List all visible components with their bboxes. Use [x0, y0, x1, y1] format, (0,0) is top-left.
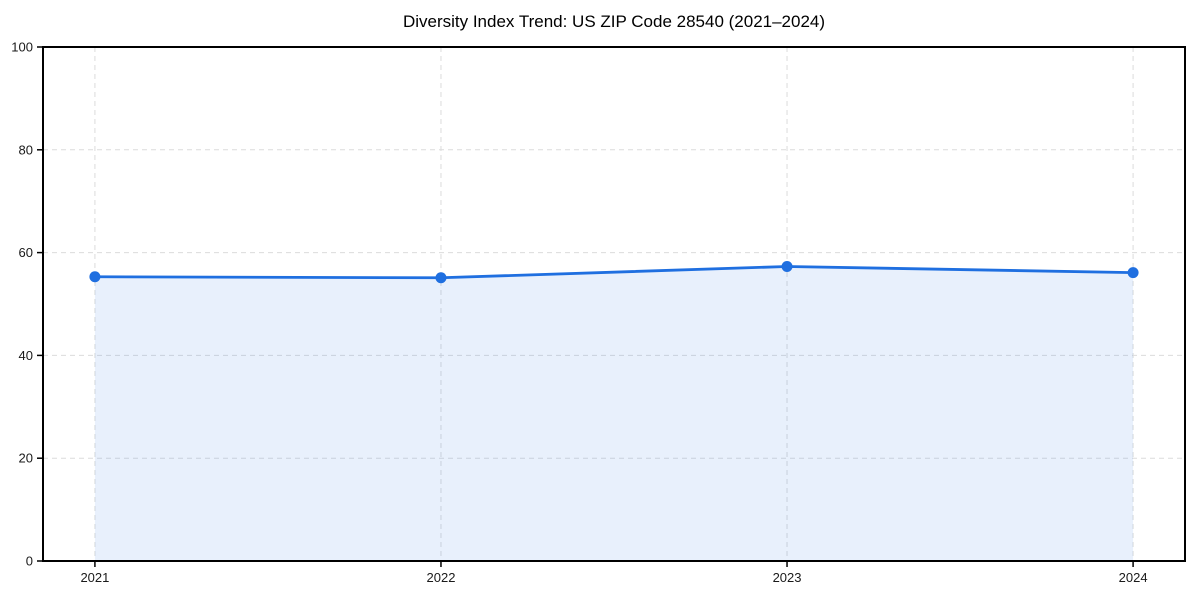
trend-line	[93, 265, 1135, 280]
data-point-2021	[89, 271, 101, 283]
y-tick-label: 0	[26, 554, 33, 569]
x-tick-label: 2022	[427, 570, 456, 585]
y-tick-label: 20	[19, 451, 33, 466]
y-tick-label: 80	[19, 142, 33, 157]
y-tick-label: 40	[19, 348, 33, 363]
area-fill	[94, 266, 1134, 561]
x-tick-label: 2023	[773, 570, 802, 585]
y-tick-label: 100	[11, 40, 33, 55]
y-tick-label: 60	[19, 245, 33, 260]
data-point-2024	[1127, 267, 1139, 279]
x-tick-label: 2021	[80, 570, 109, 585]
data-point-2023	[781, 260, 793, 272]
plot-border	[42, 46, 1186, 562]
chart-title: Diversity Index Trend: US ZIP Code 28540…	[402, 12, 826, 31]
x-tick-label: 2024	[1119, 570, 1148, 585]
data-point-2022	[435, 272, 447, 284]
